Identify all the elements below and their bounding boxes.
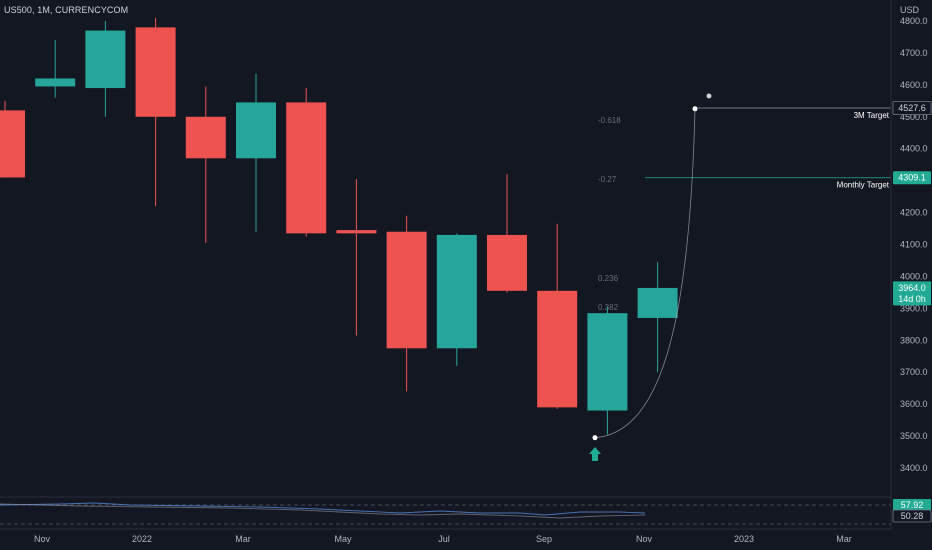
target-3m-label: 3M Target: [854, 111, 890, 120]
overlay-layer: 3M Target Monthly Target: [589, 93, 891, 461]
price-axis-currency: USD: [900, 5, 920, 15]
candle-body: [286, 102, 327, 234]
projection-marker: [706, 93, 712, 99]
price-badge-monthly: 4309.1: [893, 171, 931, 185]
fib-level-label: -0.618: [598, 116, 621, 125]
projection-end-point: [692, 106, 698, 112]
price-tick-label: 4500.0: [900, 112, 928, 122]
price-axis[interactable]: USD 4800.04700.04600.04500.04400.04300.0…: [890, 0, 928, 529]
price-tick-label: 4700.0: [900, 48, 928, 58]
price-tick-label: 4400.0: [900, 144, 928, 154]
price-tick-label: 3500.0: [900, 431, 928, 441]
price-tick-label: 4000.0: [900, 271, 928, 281]
projection-start-point: [592, 435, 598, 441]
price-tick-label: 3900.0: [900, 303, 928, 313]
price-tick-label: 4200.0: [900, 208, 928, 218]
symbol-title[interactable]: US500, 1M, CURRENCYCOM: [4, 5, 129, 15]
indicator-line-primary: [0, 502, 646, 516]
indicator-pane: [0, 496, 891, 525]
indicator-line-secondary: [0, 503, 646, 519]
fib-layer: -0.618 -0.27 0.236 0.382: [598, 116, 621, 312]
price-tick-label: 3600.0: [900, 399, 928, 409]
candles-layer: [0, 17, 678, 435]
fib-level-label: 0.236: [598, 274, 619, 283]
price-badge-3m: 4527.6: [892, 101, 932, 115]
price-tick-label: 3400.0: [900, 463, 928, 473]
indicator-badge-lower-text: 50.28: [901, 511, 924, 521]
time-tick-label: Mar: [836, 534, 852, 544]
projection-curve: [594, 108, 696, 439]
candle-body: [436, 234, 477, 349]
price-badge-countdown: 14d 0h: [898, 294, 926, 304]
indicator-badge-upper-bg: [893, 499, 931, 511]
indicator-badge-lower: 50.28: [892, 509, 932, 523]
candle-body: [85, 30, 126, 89]
candle-body: [336, 230, 377, 234]
price-tick-label: 3800.0: [900, 335, 928, 345]
indicator-badge-lower-bg: [892, 509, 932, 523]
target-monthly-label: Monthly Target: [837, 181, 890, 190]
candle-body: [487, 234, 527, 291]
candle-body: [386, 231, 427, 349]
time-tick-label: Sep: [536, 534, 552, 544]
fib-level-label: -0.27: [598, 175, 617, 184]
candle-body: [236, 102, 276, 159]
time-tick-label: Jul: [438, 534, 450, 544]
indicator-badge-upper-text: 57.92: [901, 500, 924, 510]
up-arrow-icon: [589, 447, 601, 461]
price-badge-monthly-bg: [893, 171, 931, 185]
price-badge-3m-bg: [892, 101, 932, 115]
price-tick-label: 4100.0: [900, 240, 928, 250]
candle-body: [185, 116, 226, 159]
time-tick-label: 2023: [734, 534, 754, 544]
candle-body: [135, 27, 176, 117]
price-tick-label: 4800.0: [900, 16, 928, 26]
price-badge-monthly-text: 4309.1: [898, 173, 926, 183]
candle-body: [637, 287, 678, 318]
time-tick-label: Nov: [34, 534, 51, 544]
candle-body: [0, 110, 25, 178]
candle-body: [587, 313, 628, 411]
time-tick-label: 2022: [132, 534, 152, 544]
candle-body: [35, 78, 76, 87]
time-tick-label: Nov: [636, 534, 653, 544]
price-badge-last-bg: [893, 281, 931, 306]
time-tick-label: Mar: [235, 534, 251, 544]
candle-body: [537, 290, 578, 408]
fib-level-label: 0.382: [598, 303, 619, 312]
time-tick-label: May: [334, 534, 352, 544]
price-badge-3m-text: 4527.6: [898, 103, 926, 113]
indicator-badge-upper: 57.92: [893, 499, 931, 511]
price-badge-last-text: 3964.0: [898, 283, 926, 293]
time-axis[interactable]: Nov 2022 Mar May Jul Sep Nov 2023 Mar: [0, 528, 891, 544]
price-tick-label: 4600.0: [900, 80, 928, 90]
price-tick-label: 3700.0: [900, 367, 928, 377]
